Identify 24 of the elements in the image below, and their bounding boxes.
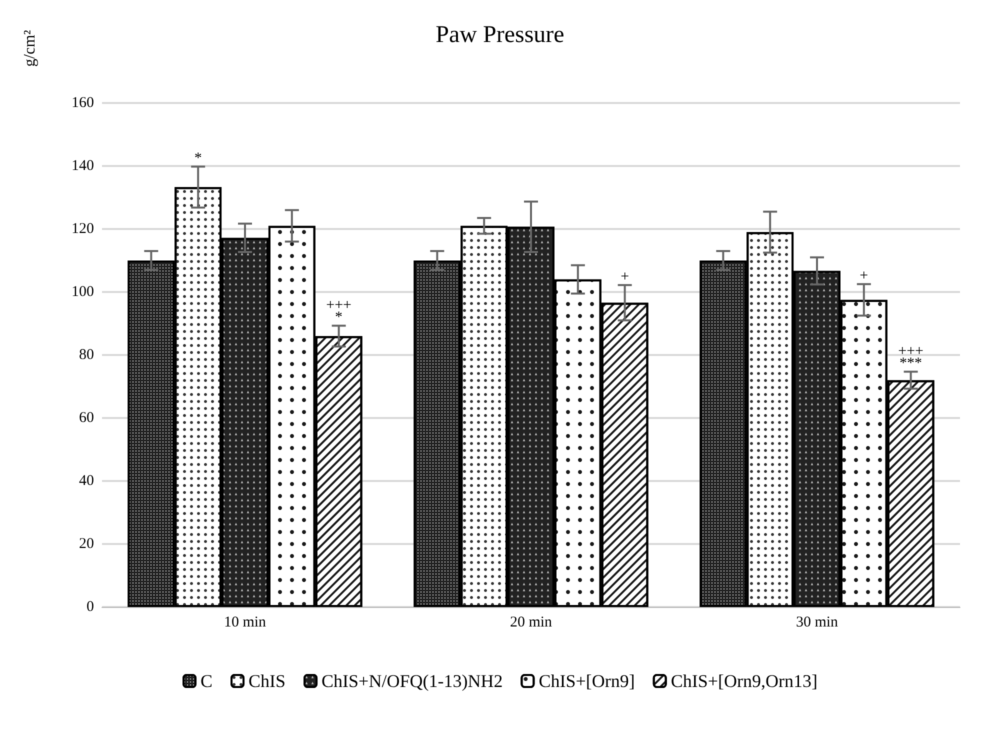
y-tick-label: 20	[79, 536, 94, 552]
data-label: +++ ***	[898, 344, 924, 372]
data-label: +	[620, 269, 630, 286]
data-label: +++ *	[326, 298, 352, 326]
legend-label: ChIS+[Orn9,Orn13]	[670, 671, 818, 691]
y-axis-title: g/cm²	[22, 30, 38, 67]
legend-label: ChIS+N/OFQ(1-13)NH2	[322, 671, 503, 691]
y-tick-label: 0	[86, 599, 94, 615]
y-tick-label: 120	[72, 221, 94, 237]
y-tick-label: 80	[79, 347, 94, 363]
data-label: +	[860, 268, 868, 284]
chart-title: Paw Pressure	[436, 22, 564, 48]
data-label: *	[194, 150, 202, 167]
y-tick-label: 160	[72, 95, 94, 111]
y-tick-label: 40	[79, 473, 94, 489]
x-tick-label: 10 min	[224, 614, 267, 630]
y-tick-label: 60	[79, 410, 94, 426]
legend-label: ChIS	[248, 671, 286, 691]
legend-label: C	[200, 671, 213, 691]
x-tick-label: 30 min	[796, 614, 839, 630]
x-tick-label: 20 min	[510, 614, 553, 630]
y-tick-label: 140	[72, 158, 94, 174]
legend-label: ChIS+[Orn9]	[538, 671, 635, 691]
y-tick-label: 100	[72, 284, 94, 300]
